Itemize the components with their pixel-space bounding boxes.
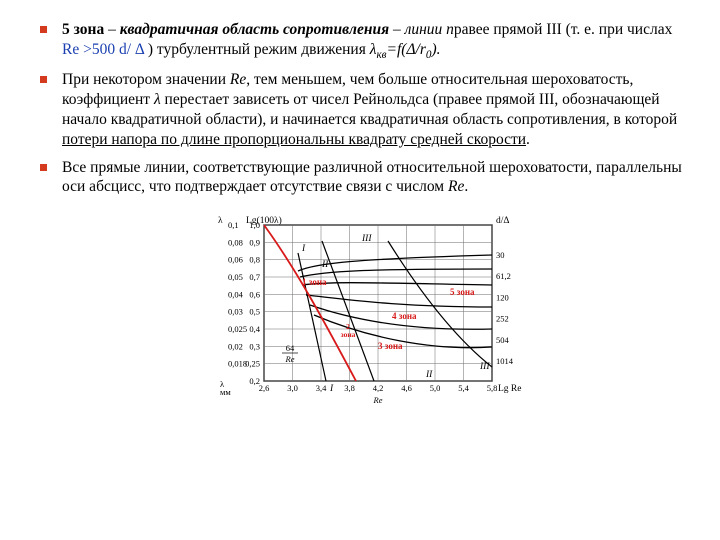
svg-text:1 зона: 1 зона	[302, 277, 327, 287]
svg-text:0,05: 0,05	[228, 272, 243, 282]
nikuradse-chart: 2,63,03,43,84,24,65,05,45,80,11,00,080,9…	[206, 211, 526, 411]
svg-text:4 зона: 4 зона	[392, 311, 417, 321]
svg-text:0,3: 0,3	[249, 341, 260, 351]
svg-text:4,6: 4,6	[401, 383, 412, 393]
svg-text:0,02: 0,02	[228, 341, 243, 351]
svg-text:252: 252	[496, 314, 509, 324]
svg-text:0,04: 0,04	[228, 289, 244, 299]
svg-text:2,6: 2,6	[259, 383, 270, 393]
svg-text:Re: Re	[373, 395, 383, 405]
svg-text:5 зона: 5 зона	[450, 287, 475, 297]
svg-text:0,2: 0,2	[249, 376, 260, 386]
bullet-1: 5 зона – квадратичная область сопротивле…	[40, 20, 692, 62]
svg-text:0,9: 0,9	[249, 237, 260, 247]
svg-text:зона: зона	[341, 330, 356, 339]
svg-text:3 зона: 3 зона	[378, 341, 403, 351]
svg-text:0,25: 0,25	[245, 359, 260, 369]
svg-text:Lg Re: Lg Re	[498, 384, 521, 394]
text-kv: квадратичная область сопротивления	[120, 21, 389, 38]
svg-text:61,2: 61,2	[496, 271, 511, 281]
bullet-2: При некотором значении Re, тем меньшем, …	[40, 70, 692, 149]
svg-text:II: II	[425, 370, 433, 380]
svg-text:λ: λ	[218, 216, 223, 226]
svg-text:0,025: 0,025	[228, 324, 247, 334]
svg-text:0,5: 0,5	[249, 307, 260, 317]
svg-text:III: III	[361, 234, 372, 244]
text-zone5: 5 зона	[62, 21, 104, 38]
chart-container: 2,63,03,43,84,24,65,05,45,80,11,00,080,9…	[206, 211, 526, 416]
svg-text:I: I	[329, 384, 334, 394]
svg-text:II: II	[321, 260, 329, 270]
svg-text:мм: мм	[220, 387, 231, 397]
svg-text:1014: 1014	[496, 356, 514, 366]
text-re-blue: Re >500 d/ Δ	[62, 41, 144, 58]
svg-text:3,8: 3,8	[344, 383, 355, 393]
svg-text:120: 120	[496, 293, 509, 303]
bullet-3: Все прямые линии, соответствующие различ…	[40, 158, 692, 198]
svg-text:5,8: 5,8	[487, 383, 498, 393]
svg-text:0,7: 0,7	[249, 272, 260, 282]
svg-text:5,4: 5,4	[458, 383, 469, 393]
svg-text:III: III	[479, 362, 490, 372]
svg-text:0,06: 0,06	[228, 255, 243, 265]
svg-text:3,0: 3,0	[287, 383, 298, 393]
svg-text:0,1: 0,1	[228, 220, 239, 230]
slide: 5 зона – квадратичная область сопротивле…	[0, 0, 720, 540]
svg-text:Lg(100λ): Lg(100λ)	[246, 215, 282, 226]
svg-text:5,0: 5,0	[430, 383, 441, 393]
svg-text:4,2: 4,2	[373, 383, 384, 393]
svg-text:3,4: 3,4	[316, 383, 327, 393]
svg-text:0,8: 0,8	[249, 255, 260, 265]
svg-text:0,08: 0,08	[228, 237, 243, 247]
svg-text:0,6: 0,6	[249, 289, 260, 299]
svg-text:Re: Re	[285, 354, 295, 364]
text-underlined: потери напора по длине пропорциональны к…	[62, 131, 526, 148]
bullet-list: 5 зона – квадратичная область сопротивле…	[40, 20, 692, 197]
svg-text:0,03: 0,03	[228, 307, 243, 317]
svg-text:d/Δ: d/Δ	[496, 216, 510, 226]
svg-text:64: 64	[286, 343, 295, 353]
svg-text:30: 30	[496, 250, 505, 260]
svg-text:0,4: 0,4	[249, 324, 260, 334]
svg-text:504: 504	[496, 335, 510, 345]
